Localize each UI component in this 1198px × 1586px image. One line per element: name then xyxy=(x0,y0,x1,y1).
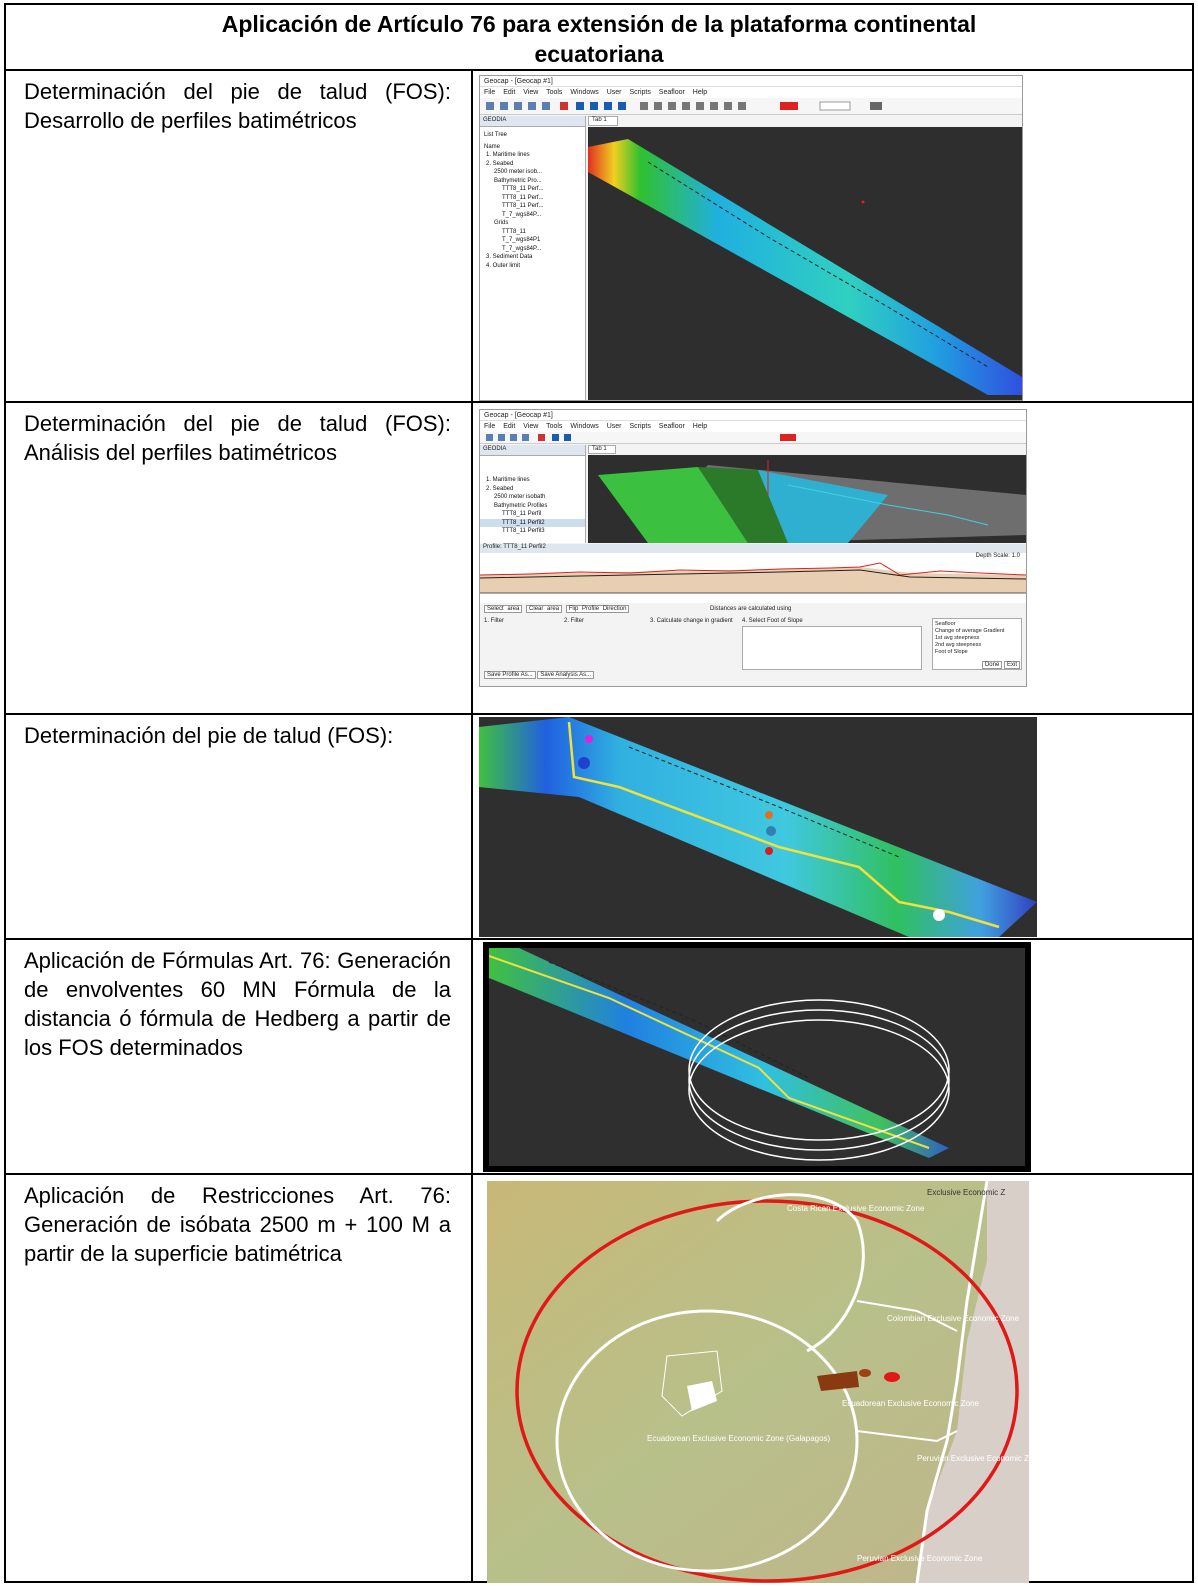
table-row: Determinación del pie de talud (FOS): xyxy=(6,715,1192,940)
perspective-bathymetry xyxy=(588,455,1026,543)
3d-viewport xyxy=(588,455,1026,543)
tree-item[interactable]: 2500 meter isobath xyxy=(494,494,546,500)
tree-item[interactable]: TTT8_11 Perfil xyxy=(502,511,542,517)
peru-eez-label: Peruvian Exclusive Economic Zone xyxy=(917,1454,1029,1463)
envelope-strip xyxy=(489,948,950,1161)
plot-item[interactable]: 2nd avg steepness xyxy=(935,642,982,648)
geocap-screenshot-profiles: Geocap - [Geocap #1] File Edit View Tool… xyxy=(479,75,1023,401)
row-image-cell: Costa Rican Exclusive Economic Zone Colo… xyxy=(475,1175,1192,1583)
distance-note: Distances are calculated using xyxy=(710,606,792,612)
fos-bathymetry-image xyxy=(479,717,1037,937)
row-image-cell: Geocap - [Geocap #1] File Edit View Tool… xyxy=(475,403,1192,713)
profile-plot xyxy=(480,562,1026,594)
tree-item[interactable]: TTT8_11 Perfil3 xyxy=(502,528,545,534)
tree-item[interactable]: Bathymetric Pro... xyxy=(494,177,542,184)
document-table: Aplicación de Artículo 76 para extensión… xyxy=(4,3,1194,1583)
bathymetry-strip xyxy=(588,139,1022,395)
panel-title: GEODIA xyxy=(480,445,585,456)
menu-bar: File Edit View Tools Windows User Script… xyxy=(480,87,1022,98)
row-description: Aplicación de Fórmulas Art. 76: Generaci… xyxy=(6,940,473,1173)
tree-item[interactable]: 4. Outer limit xyxy=(486,262,521,269)
geocap-screenshot-analysis: Geocap - [Geocap #1] File Edit View Tool… xyxy=(479,409,1027,687)
layers-panel: GEODIA List Tree Name 1. Maritime lines … xyxy=(480,116,586,400)
view-tab[interactable]: Tab 1 xyxy=(588,116,618,126)
table-header: Aplicación de Artículo 76 para extensión… xyxy=(6,5,1192,71)
tree-item[interactable]: Grids xyxy=(494,220,509,226)
title-line-2: ecuatoriana xyxy=(534,41,664,67)
step-filter-1[interactable]: 1. Filter xyxy=(484,618,505,624)
view-tab[interactable]: Tab 1 xyxy=(588,445,616,454)
tree-item[interactable]: TTT8_11 Perf... xyxy=(502,194,544,201)
fos-strip xyxy=(479,717,1037,937)
envelope-image xyxy=(483,942,1031,1172)
tree-item[interactable]: TTT8_11 Perf... xyxy=(502,203,544,209)
ecuador-eez-label: Ecuadorean Exclusive Economic Zone xyxy=(842,1399,980,1408)
tree-item[interactable]: TTT8_11 Perfil2 xyxy=(480,518,585,527)
plot-item[interactable]: Foot of Slope xyxy=(935,649,968,655)
galapagos-eez-label: Ecuadorean Exclusive Economic Zone (Gala… xyxy=(647,1434,831,1443)
step-filter-2[interactable]: 2. Filter xyxy=(564,618,585,624)
row-image-cell xyxy=(475,940,1192,1173)
eez-map: Costa Rican Exclusive Economic Zone Colo… xyxy=(487,1181,1029,1583)
toolbar-icons xyxy=(486,101,882,111)
select-area-button[interactable]: Select area xyxy=(484,605,523,613)
clear-area-button[interactable]: Clear area xyxy=(526,605,563,613)
costa-rica-eez-label: Costa Rican Exclusive Economic Zone xyxy=(787,1204,925,1213)
row-description: Determinación del pie de talud (FOS): xyxy=(6,715,473,938)
plot-item[interactable]: Change of average Gradient xyxy=(935,628,1005,634)
tree-item[interactable]: Bathymetric Profiles xyxy=(494,502,548,509)
row-image-cell: Geocap - [Geocap #1] File Edit View Tool… xyxy=(475,71,1192,401)
window-title: Geocap - [Geocap #1] xyxy=(480,410,1026,421)
panel-title: GEODIA xyxy=(480,116,585,127)
step-gradient[interactable]: 3. Calculate change in gradient xyxy=(650,618,733,624)
tree-item[interactable]: TTT8_11 xyxy=(502,228,526,235)
exit-button[interactable]: Exit xyxy=(1003,661,1020,669)
row-description: Determinación del pie de talud (FOS): De… xyxy=(6,71,473,401)
table-row: Aplicación de Fórmulas Art. 76: Generaci… xyxy=(6,940,1192,1175)
toolbar xyxy=(480,432,1026,444)
colombia-eez-label: Colombian Exclusive Economic Zone xyxy=(887,1314,1020,1323)
tree-item[interactable]: T_7_wgs84P1 xyxy=(502,237,541,243)
table-row: Aplicación de Restricciones Art. 76: Gen… xyxy=(6,1175,1192,1583)
tree-item[interactable]: 2. Seabed xyxy=(486,160,514,167)
row-image-cell xyxy=(475,715,1192,938)
peru-south-eez-label: Peruvian Exclusive Economic Zone xyxy=(857,1554,983,1563)
layers-panel: GEODIA 1. Maritime lines 2. Seabed 2500 … xyxy=(480,445,586,543)
depth-scale: Depth Scale: 1.0 xyxy=(975,553,1020,559)
window-title: Geocap - [Geocap #1] xyxy=(480,76,1022,87)
tree-item[interactable]: 2. Seabed xyxy=(486,485,514,492)
tree-item[interactable]: T_7_wgs84P... xyxy=(502,211,542,218)
save-profile-button[interactable]: Save Profile As... xyxy=(484,671,536,679)
toolbar xyxy=(480,98,1022,115)
plot-item[interactable]: 1st avg steepness xyxy=(935,635,980,641)
plot-item[interactable]: Seafloor xyxy=(935,621,956,627)
eez-top-right-label: Exclusive Economic Z xyxy=(927,1188,1005,1197)
fos-table[interactable] xyxy=(742,626,922,670)
tree-item[interactable]: T_7_wgs84P... xyxy=(502,245,542,252)
analysis-controls: Select area Clear area Flip Profile Dire… xyxy=(480,604,1026,686)
panel-tabs[interactable]: List Tree xyxy=(484,132,508,138)
tree-item[interactable]: 1. Maritime lines xyxy=(486,152,530,158)
row-description: Aplicación de Restricciones Art. 76: Gen… xyxy=(6,1175,473,1583)
tree-item[interactable]: TTT8_11 Perf... xyxy=(502,186,544,192)
tree-header: Name xyxy=(484,143,501,150)
save-analysis-button[interactable]: Save Analysis As... xyxy=(537,671,595,679)
table-row: Determinación del pie de talud (FOS): De… xyxy=(6,71,1192,403)
tree-item[interactable]: 3. Sediment Data xyxy=(486,254,533,260)
eez-map-image: Costa Rican Exclusive Economic Zone Colo… xyxy=(487,1181,1029,1583)
menu-bar: File Edit View Tools Windows User Script… xyxy=(480,421,1026,432)
done-button[interactable]: Done xyxy=(981,661,1003,669)
table-row: Determinación del pie de talud (FOS): An… xyxy=(6,403,1192,715)
tree-item[interactable]: 1. Maritime lines xyxy=(486,477,530,483)
tree-item[interactable]: 2500 meter isob... xyxy=(494,169,543,175)
step-foot-of-slope[interactable]: 4. Select Foot of Slope xyxy=(742,618,803,624)
profile-chart: Depth Scale: 1.0 xyxy=(480,553,1026,603)
title-line-1: Aplicación de Artículo 76 para extensión… xyxy=(221,11,977,37)
3d-viewport xyxy=(588,127,1022,400)
toolbar-icons xyxy=(486,434,796,441)
flip-profile-button[interactable]: Flip Profile Direction xyxy=(565,605,630,613)
row-description: Determinación del pie de talud (FOS): An… xyxy=(6,403,473,713)
profile-title: Profile: TTT8_11 Perfil2 xyxy=(480,544,1026,553)
